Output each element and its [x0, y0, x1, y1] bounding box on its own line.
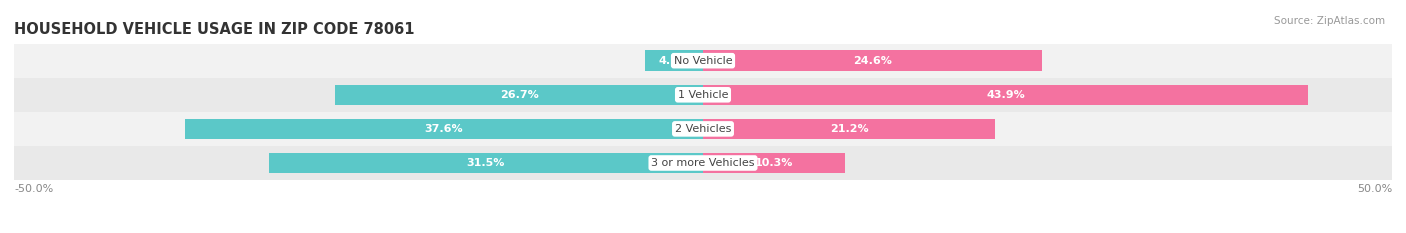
- Text: 37.6%: 37.6%: [425, 124, 463, 134]
- Text: 43.9%: 43.9%: [986, 90, 1025, 100]
- Bar: [186, 119, 703, 139]
- Bar: [703, 119, 995, 139]
- Text: 1 Vehicle: 1 Vehicle: [678, 90, 728, 100]
- Text: 31.5%: 31.5%: [467, 158, 505, 168]
- Text: HOUSEHOLD VEHICLE USAGE IN ZIP CODE 78061: HOUSEHOLD VEHICLE USAGE IN ZIP CODE 7806…: [14, 22, 415, 37]
- Text: 50.0%: 50.0%: [1357, 184, 1392, 194]
- Text: 24.6%: 24.6%: [853, 56, 891, 66]
- Text: -50.0%: -50.0%: [14, 184, 53, 194]
- Text: 26.7%: 26.7%: [499, 90, 538, 100]
- Bar: [703, 153, 845, 173]
- Text: 4.2%: 4.2%: [658, 56, 689, 66]
- Bar: [14, 44, 1392, 78]
- Bar: [335, 85, 703, 105]
- Bar: [14, 78, 1392, 112]
- Text: 3 or more Vehicles: 3 or more Vehicles: [651, 158, 755, 168]
- Bar: [14, 112, 1392, 146]
- Text: 10.3%: 10.3%: [755, 158, 793, 168]
- Bar: [645, 51, 703, 71]
- Bar: [269, 153, 703, 173]
- Bar: [703, 51, 1042, 71]
- Text: 21.2%: 21.2%: [830, 124, 869, 134]
- Text: Source: ZipAtlas.com: Source: ZipAtlas.com: [1274, 16, 1385, 26]
- Text: No Vehicle: No Vehicle: [673, 56, 733, 66]
- Text: 2 Vehicles: 2 Vehicles: [675, 124, 731, 134]
- Bar: [14, 146, 1392, 180]
- Bar: [703, 85, 1308, 105]
